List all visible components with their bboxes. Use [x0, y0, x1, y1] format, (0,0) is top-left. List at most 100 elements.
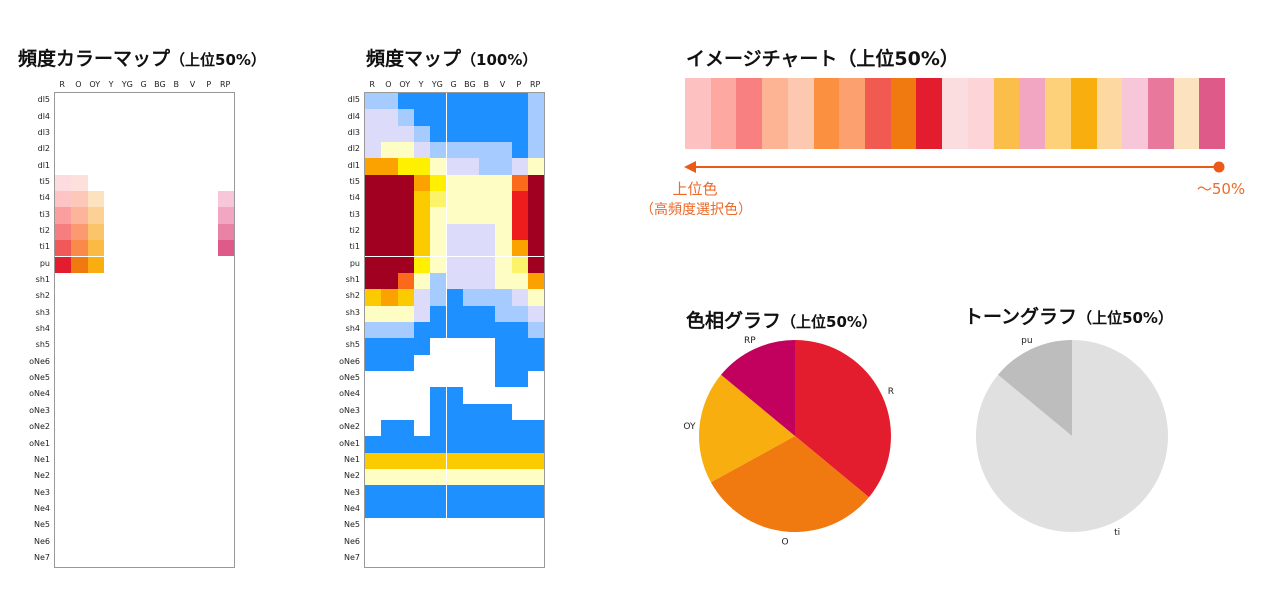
colormap-row-label-Ne3: Ne3	[34, 487, 50, 497]
freqmap-cell-Ne1-Y	[413, 452, 431, 470]
colormap-row-label-oNe3: oNe3	[29, 405, 50, 415]
freqmap-cell-ti1-Y	[413, 240, 431, 257]
freqmap-cell-ti3-P	[511, 207, 528, 224]
freqmap-cell-Ne1-V	[495, 452, 512, 470]
colormap-cell-ti3-O	[71, 207, 88, 224]
freqmap-cell-oNe2-BG	[462, 420, 480, 437]
freqmap-cell-sh3-YG	[430, 305, 447, 322]
freqmap-cell-oNe4-G	[446, 387, 463, 404]
image-chart-swatch-1	[685, 78, 711, 149]
freqmap-cell-dl3-Y	[413, 125, 431, 143]
freqmap-row-label-sh3: sh3	[345, 307, 360, 317]
freqmap-row-label-sh2: sh2	[345, 291, 360, 301]
hue-graph-title: 色相グラフ（上位50%）	[686, 306, 877, 333]
colormap-col-label-B: B	[173, 80, 180, 89]
freqmap-cell-Ne2-P	[511, 469, 528, 486]
freqmap-row-label-oNe5: oNe5	[339, 373, 360, 383]
freqmap-cell-sh2-BG	[462, 289, 480, 306]
freqmap-row-label-ti1: ti1	[349, 242, 360, 252]
freqmap-row-label-ti3: ti3	[349, 209, 360, 219]
freqmap-cell-sh4-OY	[397, 321, 414, 339]
freqmap-cell-dl3-B	[479, 125, 496, 143]
freqmap-cell-oNe6-P	[511, 354, 528, 371]
freqmap-cell-sh2-OY	[397, 289, 414, 306]
freqmap-cell-ti4-B	[479, 191, 496, 208]
freqmap-cell-sh1-P	[511, 272, 528, 290]
freqmap-grid	[364, 92, 546, 569]
freqmap-cell-dl2-B	[479, 142, 496, 159]
freqmap-cell-ti2-P	[511, 223, 528, 241]
freqmap-cell-dl3-OY	[397, 125, 414, 143]
tone-pie-chart: ti pu	[976, 336, 1168, 538]
freqmap-cell-Ne4-BG	[462, 501, 480, 519]
freqmap-cell-dl2-O	[381, 142, 398, 159]
freqmap-col-label-RP: RP	[529, 80, 541, 89]
freqmap-cell-sh3-RP	[528, 305, 545, 322]
freqmap-cell-sh1-G	[446, 272, 463, 290]
freqmap-cell-dl4-O	[381, 109, 398, 126]
freqmap-cell-dl2-V	[495, 142, 512, 159]
colormap-row-label-oNe4: oNe4	[29, 389, 50, 399]
freqmap-cell-Ne2-BG	[462, 469, 480, 486]
colormap-cell-ti3-OY	[87, 207, 104, 224]
freqmap-cell-oNe6-RP	[528, 354, 545, 371]
freqmap-cell-oNe4-YG	[430, 387, 447, 404]
freqmap-row-label-sh4: sh4	[345, 324, 360, 334]
freqmap-cell-sh4-Y	[413, 321, 431, 339]
colormap-row-label-oNe6: oNe6	[29, 356, 50, 366]
freqmap-cell-sh1-BG	[462, 272, 480, 290]
freqmap-cell-dl1-OY	[397, 158, 414, 175]
freqmap-cell-Ne4-O	[381, 501, 398, 519]
freqmap-cell-dl1-O	[381, 158, 398, 175]
freqmap-cell-sh3-R	[365, 305, 382, 322]
colormap-row-label-sh4: sh4	[35, 324, 50, 334]
freqmap-cell-dl4-B	[479, 109, 496, 126]
freqmap-cell-pu-B	[479, 256, 496, 273]
freqmap-cell-ti5-RP	[528, 174, 545, 192]
colormap-row-label-ti2: ti2	[39, 225, 50, 235]
tone-graph-title-main: トーングラフ	[964, 306, 1078, 328]
colormap-cell-ti1-O	[71, 240, 88, 257]
rank-arrow-dot	[1213, 161, 1225, 173]
freqmap-cell-Ne3-P	[511, 485, 528, 502]
freqmap-cell-Ne3-O	[381, 485, 398, 502]
image-chart-swatch-11	[942, 78, 968, 149]
freqmap-cell-ti5-P	[511, 174, 528, 192]
colormap-cell-ti2-OY	[87, 223, 104, 241]
colormap-col-label-OY: OY	[89, 80, 101, 89]
tone-graph-title-sub: （上位50%）	[1077, 309, 1173, 327]
freqmap-cell-oNe3-BG	[462, 403, 480, 420]
freqmap-row-label-ti5: ti5	[349, 176, 360, 186]
colormap-col-label-V: V	[189, 80, 196, 89]
freqmap-cell-sh4-R	[365, 321, 382, 339]
freqmap-row-label-dl3: dl3	[347, 127, 360, 137]
freqmap-cell-dl2-OY	[397, 142, 414, 159]
freqmap-cell-sh2-YG	[430, 289, 447, 306]
colormap-cell-ti3-RP	[218, 207, 235, 224]
freqmap-row-label-Ne7: Ne7	[344, 552, 360, 562]
freqmap-cell-ti1-O	[381, 240, 398, 257]
freqmap-cell-Ne1-B	[479, 452, 496, 470]
freqmap-col-label-G: G	[450, 80, 457, 89]
freqmap-cell-sh2-RP	[528, 289, 545, 306]
freqmap-cell-oNe3-YG	[430, 403, 447, 420]
freqmap-cell-ti3-OY	[397, 207, 414, 224]
freqmap-cell-sh5-P	[511, 338, 528, 355]
freqmap-col-label-B: B	[483, 80, 490, 89]
colormap-col-label-P: P	[206, 80, 212, 89]
colormap-row-label-dl5: dl5	[37, 95, 50, 105]
image-chart-swatch-5	[787, 78, 814, 149]
freqmap-cell-sh1-Y	[413, 272, 431, 290]
image-chart-swatch-12	[967, 78, 994, 149]
tone-pie-label-pu: pu	[1021, 336, 1032, 346]
colormap-row-label-sh5: sh5	[35, 340, 50, 350]
freqmap-cell-oNe6-OY	[397, 354, 414, 371]
freqmap-cell-sh1-RP	[528, 272, 545, 290]
freqmap-cell-ti5-BG	[462, 174, 480, 192]
freqmap-cell-sh3-Y	[413, 305, 431, 322]
freqmap-cell-sh5-V	[495, 338, 512, 355]
freq-color-map-title-main: 頻度カラーマップ	[18, 48, 171, 70]
freqmap-cell-Ne3-V	[495, 485, 512, 502]
freqmap-cell-oNe5-V	[495, 370, 512, 388]
freqmap-cell-Ne2-Y	[413, 469, 431, 486]
